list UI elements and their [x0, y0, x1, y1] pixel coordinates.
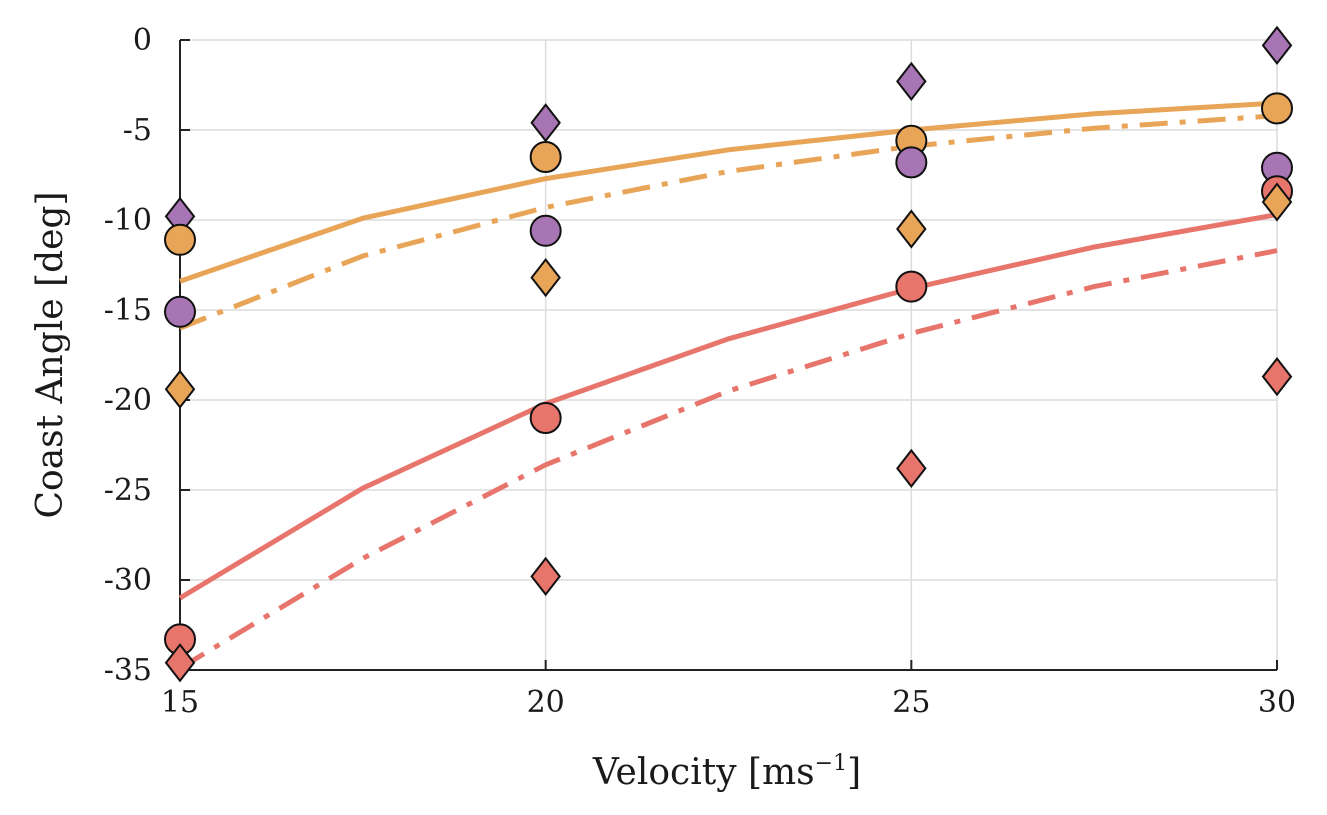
diamond-marker	[896, 209, 927, 249]
y-tick-label: -5	[123, 113, 152, 148]
diamond-marker	[530, 556, 561, 597]
y-tick-label: -10	[104, 203, 152, 238]
x-tick-label: 15	[161, 685, 199, 720]
diamond-marker	[164, 643, 196, 683]
y-axis-label: Coast Angle [deg]	[30, 191, 71, 518]
diamond-marker	[1261, 356, 1293, 397]
diamond-marker	[896, 61, 927, 102]
x-axis-label: Velocity [ms−1]	[592, 751, 861, 793]
y-tick-label: -35	[104, 653, 152, 688]
circle-marker	[164, 295, 196, 328]
x-tick-label: 25	[892, 685, 930, 720]
diamond-marker	[530, 257, 561, 298]
circle-marker	[529, 214, 562, 247]
y-tick-label: -15	[104, 293, 152, 328]
diamond-marker	[164, 369, 196, 409]
series-line-3	[178, 212, 1278, 601]
grid	[179, 39, 1278, 671]
x-tick-label: 30	[1258, 685, 1296, 720]
y-tick-label: -25	[104, 473, 152, 508]
circle-marker	[529, 402, 562, 434]
y-tick-label: -20	[104, 383, 152, 418]
tick-labels: 15 20 25 30 0 -5 -10 -15 -20 -25 -30 -35	[104, 23, 1296, 720]
axes	[179, 39, 1278, 671]
circle-marker	[895, 270, 928, 303]
series-line-4	[178, 248, 1278, 671]
x-tick-label: 20	[527, 685, 565, 720]
series-line-1	[179, 100, 1278, 284]
diamond-marker	[1261, 182, 1293, 222]
diamond-marker	[1261, 25, 1293, 66]
circle-marker	[529, 141, 562, 173]
circle-marker	[1261, 92, 1293, 125]
y-tick-label: 0	[133, 23, 152, 58]
series-line-2	[179, 113, 1278, 331]
data-markers	[164, 25, 1293, 683]
diamond-marker	[896, 448, 927, 489]
circle-marker	[895, 146, 928, 179]
y-tick-label: -30	[104, 563, 152, 598]
diamond-marker	[530, 103, 561, 143]
series-lines	[178, 100, 1278, 671]
circle-marker	[164, 223, 196, 256]
